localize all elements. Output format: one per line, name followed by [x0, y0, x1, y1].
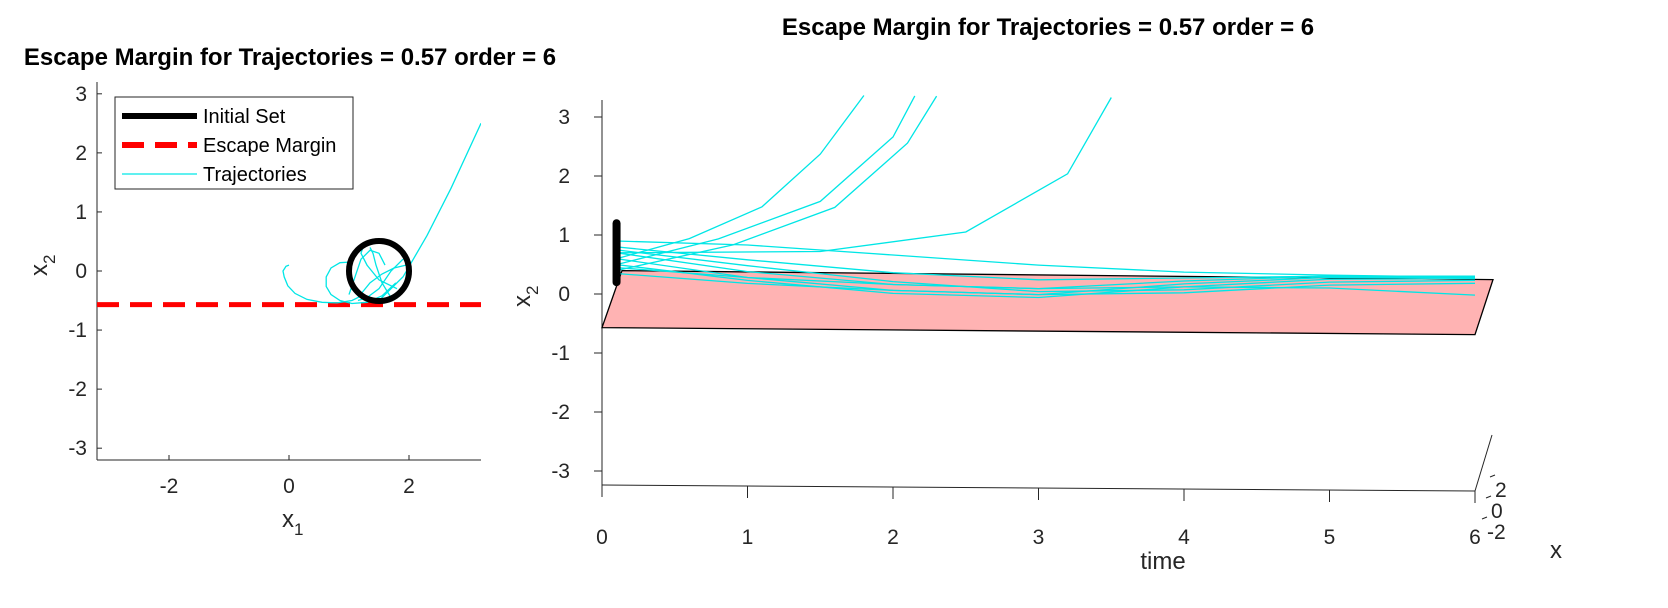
right-depth-label: x — [1550, 537, 1562, 564]
right-y-ticks: -3 -2 -1 0 1 2 3 — [551, 106, 602, 483]
right-y-tick-label: 1 — [558, 224, 570, 247]
left-trajectory — [348, 249, 386, 295]
right-y-tick-label: 3 — [558, 106, 570, 129]
right-depth-tick-label: 0 — [1491, 500, 1503, 523]
right-time-tick-label: 5 — [1324, 526, 1336, 549]
left-trajectories — [282, 123, 481, 305]
time-series-3d-chart: Escape Margin for Trajectories = 0.57 or… — [509, 14, 1562, 575]
right-trajectory — [616, 95, 916, 266]
left-trajectory — [369, 247, 392, 298]
left-x-label: x1 — [282, 506, 303, 539]
left-y-tick-label: 0 — [75, 260, 87, 283]
left-x-tick-label: 0 — [283, 475, 295, 498]
right-trajectory — [616, 249, 1476, 293]
right-y-tick-label: 0 — [558, 283, 570, 306]
right-time-tick-label: 4 — [1178, 526, 1190, 549]
left-trajectory — [360, 244, 398, 290]
legend: Initial Set Escape Margin Trajectories — [114, 96, 354, 190]
right-trajectory — [616, 95, 938, 272]
left-y-tick-label: 1 — [75, 201, 87, 224]
legend-escape-margin: Escape Margin — [203, 135, 336, 157]
right-depth-tick-label: -2 — [1487, 521, 1506, 544]
initial-set-circle — [346, 238, 412, 304]
right-depth-tick — [1481, 516, 1488, 520]
right-y-tick-label: -3 — [551, 460, 570, 483]
right-depth-axis — [1474, 434, 1493, 492]
left-trajectory — [357, 264, 407, 299]
left-y-label: x2 — [26, 255, 59, 276]
left-y-ticks: -3 -2 -1 0 1 2 3 — [68, 83, 102, 460]
left-x-tick-label: -2 — [160, 475, 179, 498]
right-trajectory — [616, 263, 1476, 299]
right-trajectories — [616, 95, 1476, 299]
left-trajectory — [378, 123, 481, 301]
left-y-tick-label: 2 — [75, 142, 87, 165]
right-depth-ticks: -202 — [1481, 474, 1507, 544]
left-x-ticks: -2 0 2 — [160, 455, 415, 498]
right-time-tick-label: 6 — [1469, 526, 1481, 549]
right-y-label: x2 — [509, 286, 542, 307]
left-x-tick-label: 2 — [403, 475, 415, 498]
right-y-tick-label: 2 — [558, 165, 570, 188]
right-y-tick-label: -1 — [551, 342, 570, 365]
right-x-label: time — [1140, 548, 1185, 575]
right-time-tick-label: 0 — [596, 526, 608, 549]
right-chart-title: Escape Margin for Trajectories = 0.57 or… — [782, 14, 1314, 41]
left-trajectory — [282, 264, 365, 304]
right-y-tick-label: -2 — [551, 401, 570, 424]
legend-trajectories: Trajectories — [203, 164, 307, 186]
legend-initial-set: Initial Set — [203, 106, 286, 128]
left-y-tick-label: 3 — [75, 83, 87, 106]
right-time-tick-label: 2 — [887, 526, 899, 549]
right-trajectory — [616, 240, 1476, 279]
right-trajectory — [616, 95, 865, 260]
right-depth-tick — [1489, 474, 1496, 478]
left-y-tick-label: -3 — [68, 437, 87, 460]
right-time-tick-label: 1 — [742, 526, 754, 549]
right-time-tick-label: 3 — [1033, 526, 1045, 549]
right-trajectory — [616, 272, 1476, 296]
right-trajectory — [616, 97, 1112, 254]
left-chart-title: Escape Margin for Trajectories = 0.57 or… — [24, 44, 556, 71]
right-time-ticks: 0 1 2 3 4 5 6 — [596, 485, 1481, 549]
left-y-tick-label: -1 — [68, 319, 87, 342]
right-depth-tick — [1485, 495, 1492, 499]
phase-portrait-chart: Escape Margin for Trajectories = 0.57 or… — [24, 44, 556, 539]
left-y-tick-label: -2 — [68, 378, 87, 401]
right-depth-tick-label: 2 — [1495, 479, 1507, 502]
right-trajectory — [616, 266, 1476, 296]
